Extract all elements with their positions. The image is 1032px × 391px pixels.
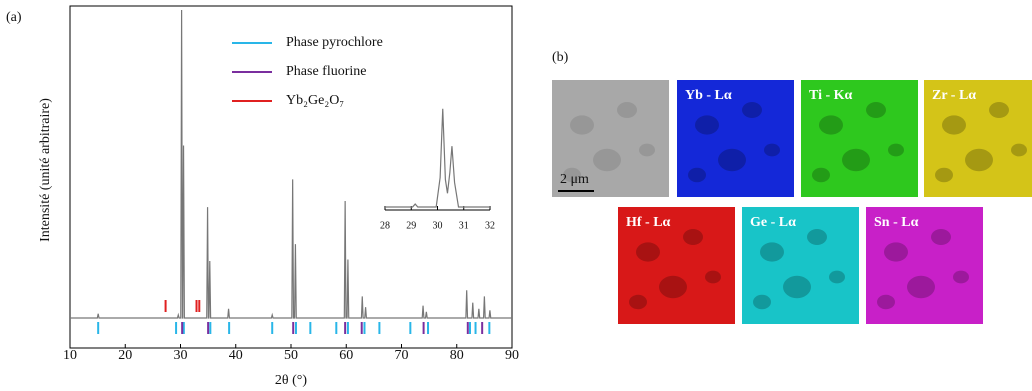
x-tick-label: 30 xyxy=(433,220,443,231)
panel-label: (b) xyxy=(552,50,569,65)
x-tick-label: 29 xyxy=(406,220,416,231)
map-spot xyxy=(783,275,811,299)
map-spot xyxy=(807,229,827,245)
x-tick-label: 20 xyxy=(118,348,132,363)
element-map xyxy=(677,80,794,197)
map-spot xyxy=(819,115,843,135)
element-map xyxy=(801,80,918,197)
xrd-profile xyxy=(70,9,512,319)
legend-label: Phase fluorine xyxy=(286,64,366,79)
x-tick-label: 32 xyxy=(485,220,495,231)
element-map xyxy=(866,207,983,324)
x-tick-label: 50 xyxy=(284,348,298,363)
map-spot xyxy=(688,167,706,183)
x-tick-label: 28 xyxy=(380,220,390,231)
map-label: Yb - Lα xyxy=(685,88,732,103)
x-tick-label: 31 xyxy=(459,220,469,231)
map-spot xyxy=(563,167,581,183)
scale-bar-label: 2 μm xyxy=(560,172,589,187)
map-spot xyxy=(570,115,594,135)
map-spot xyxy=(636,242,660,262)
legend-label: Yb₂Ge₂O₇ xyxy=(286,93,344,108)
map-label: Hf - Lα xyxy=(626,215,671,230)
map-spot xyxy=(617,102,637,118)
x-tick-label: 80 xyxy=(450,348,464,363)
map-texture xyxy=(812,102,904,183)
map-texture xyxy=(629,229,721,310)
map-spot xyxy=(760,242,784,262)
map-spot xyxy=(884,242,908,262)
map-spot xyxy=(629,294,647,310)
map-label: Sn - Lα xyxy=(874,215,919,230)
element-map xyxy=(924,80,1032,197)
element-map xyxy=(552,80,669,197)
map-spot xyxy=(935,167,953,183)
xrd-profile xyxy=(385,108,490,208)
map-spot xyxy=(965,148,993,172)
map-spot xyxy=(593,148,621,172)
map-spot xyxy=(639,143,655,157)
map-texture xyxy=(753,229,845,310)
x-tick-label: 60 xyxy=(339,348,353,363)
x-tick-label: 90 xyxy=(505,348,519,363)
element-map xyxy=(742,207,859,324)
x-tick-label: 30 xyxy=(174,348,188,363)
map-spot xyxy=(753,294,771,310)
map-texture xyxy=(563,102,655,183)
map-spot xyxy=(866,102,886,118)
map-spot xyxy=(877,294,895,310)
map-label: Ti - Kα xyxy=(809,88,853,103)
map-spot xyxy=(742,102,762,118)
element-map xyxy=(618,207,735,324)
map-label: Zr - Lα xyxy=(932,88,976,103)
map-spot xyxy=(764,143,780,157)
panel-label: (a) xyxy=(6,10,22,25)
x-tick-label: 70 xyxy=(395,348,409,363)
x-tick-label: 40 xyxy=(229,348,243,363)
map-spot xyxy=(942,115,966,135)
map-spot xyxy=(829,270,845,284)
map-spot xyxy=(718,148,746,172)
map-spot xyxy=(683,229,703,245)
map-texture xyxy=(935,102,1027,183)
map-texture xyxy=(877,229,969,310)
map-spot xyxy=(989,102,1009,118)
legend-label: Phase pyrochlore xyxy=(286,35,383,50)
map-spot xyxy=(907,275,935,299)
y-axis-label: Intensité (unité arbitraire) xyxy=(38,98,53,242)
map-spot xyxy=(888,143,904,157)
map-spot xyxy=(695,115,719,135)
map-spot xyxy=(1011,143,1027,157)
map-spot xyxy=(931,229,951,245)
x-tick-label: 10 xyxy=(63,348,77,363)
map-spot xyxy=(953,270,969,284)
map-spot xyxy=(842,148,870,172)
x-axis-label: 2θ (°) xyxy=(275,373,307,388)
map-spot xyxy=(659,275,687,299)
map-spot xyxy=(705,270,721,284)
map-texture xyxy=(688,102,780,183)
map-label: Ge - Lα xyxy=(750,215,796,230)
map-spot xyxy=(812,167,830,183)
